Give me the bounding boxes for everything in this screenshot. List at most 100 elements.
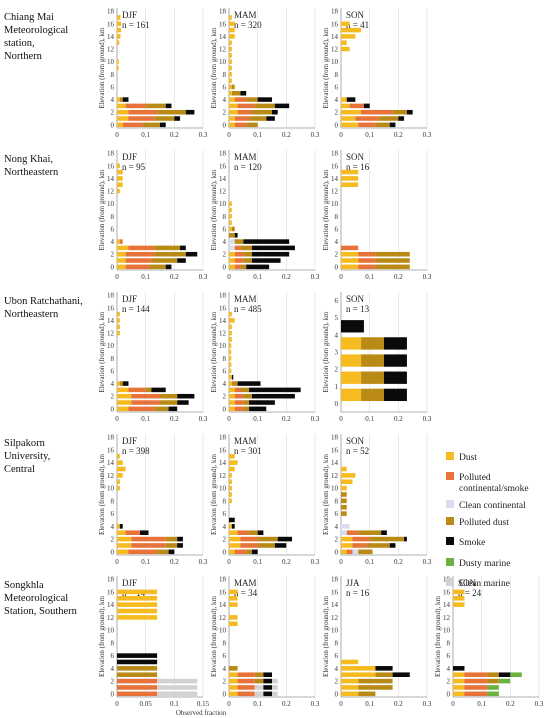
y-axis-title: Elevation (from ground), km [210, 454, 218, 535]
bar-segment-pcs [240, 536, 258, 542]
bar-segment-dust [341, 678, 359, 684]
y-tick-label: 12 [107, 330, 115, 338]
x-tick-label: 0 [451, 700, 455, 708]
bar-segment-dust [341, 109, 362, 115]
y-tick-label: 10 [107, 58, 115, 66]
x-tick-label: 0.2 [282, 558, 291, 566]
sample-count-label: n = 24 [458, 588, 482, 598]
y-tick-label: 10 [443, 627, 451, 635]
y-tick-label: 2 [223, 251, 227, 259]
bar-segment-pd [358, 678, 393, 684]
y-tick-label: 6 [223, 225, 227, 233]
y-tick-label: 4 [335, 238, 339, 246]
y-axis-title: Elevation (from ground), km [322, 169, 330, 250]
y-tick-label: 0 [111, 548, 115, 556]
y-tick-label: 3 [335, 349, 339, 357]
bar-segment-pcs [122, 122, 143, 128]
y-tick-label: 12 [107, 472, 115, 480]
bar-segment-dust [229, 621, 238, 627]
bar-segment-pd [361, 337, 384, 350]
bar-segment-pd [341, 498, 347, 504]
x-tick-label: 0 [227, 273, 231, 281]
bar-segment-pd [392, 109, 407, 115]
x-tick-label: 0.3 [199, 415, 208, 423]
y-tick-label: 10 [219, 485, 227, 493]
bar-segment-pcs [125, 258, 152, 263]
x-tick-label: 0.3 [311, 558, 320, 566]
bar-segment-smoke [185, 251, 198, 257]
bar-segment-dust [341, 536, 353, 542]
bar-segment-dust [229, 109, 238, 115]
y-tick-label: 0 [335, 121, 339, 129]
bar-segment-smoke [168, 406, 178, 412]
y-tick-label: 16 [331, 162, 339, 170]
bar-segment-pd [369, 536, 405, 542]
y-tick-label: 0 [335, 690, 339, 698]
bar-segment-dust [229, 27, 235, 33]
bar-segment-pcs [128, 116, 155, 121]
y-tick-label: 14 [331, 459, 339, 467]
bar-segment-dust [229, 116, 235, 121]
bar-segment-pcs [117, 685, 158, 690]
bar-segment-smoke [257, 530, 264, 536]
y-tick-label: 0 [223, 690, 227, 698]
station-row-4: Silpakorn University, Central 0 2 4 6 8 10 12 14 16… [4, 434, 432, 566]
x-tick-label: 0.1 [253, 131, 262, 139]
bar-segment-smoke [272, 109, 278, 115]
bar-segment-dust [117, 109, 129, 115]
bar-segment-dm [498, 678, 511, 684]
y-tick-label: 10 [219, 200, 227, 208]
bar-segment-pcs [358, 264, 376, 270]
sample-count-label: n = 120 [234, 162, 262, 172]
legend-swatch [446, 452, 454, 460]
bar-segment-pd [165, 536, 178, 542]
bar-segment-dust [453, 691, 465, 697]
x-tick-label: 0.2 [394, 415, 403, 423]
y-axis-title: Elevation (from ground), km [210, 169, 218, 250]
bar-segment-pd [254, 103, 275, 109]
y-tick-label: 14 [219, 317, 227, 325]
x-tick-label: 0.1 [365, 700, 374, 708]
bar-segment-pcs [128, 109, 158, 115]
bar-segment-dust [229, 381, 232, 386]
bar-segment-smoke [177, 393, 195, 399]
bar-segment-dust [117, 589, 158, 595]
bar-segment-smoke [251, 549, 258, 555]
bar-segment-pcs [117, 691, 158, 697]
bar-segment-smoke [277, 536, 293, 542]
bar-segment-pd [378, 116, 399, 121]
x-tick-label: 0 [339, 700, 343, 708]
bar-segment-pd [154, 116, 175, 121]
y-tick-label: 0 [335, 263, 339, 271]
y-tick-label: 16 [107, 20, 115, 28]
station-name-line: Chiang Mai [4, 12, 54, 23]
sample-count-label: n = 144 [122, 304, 150, 314]
bar-segment-dust [229, 103, 238, 109]
bar-segment-smoke [234, 232, 238, 238]
y-tick-label: 8 [223, 497, 227, 505]
y-tick-label: 4 [223, 238, 227, 246]
y-tick-label: 18 [331, 576, 339, 584]
bar-segment-pd [246, 97, 258, 102]
bar-segment-dust [229, 349, 232, 355]
bar-segment-pcs [128, 245, 155, 251]
bar-segment-pd [341, 511, 347, 516]
x-tick-label: 0.1 [141, 415, 150, 423]
bar-segment-cm [272, 678, 278, 684]
bar-segment-pd [154, 251, 186, 257]
sample-count-label: n = 52 [346, 446, 369, 456]
y-tick-label: 6 [335, 297, 339, 305]
bar-segment-dust [229, 97, 235, 102]
bar-segment-pcs [234, 387, 241, 393]
bar-segment-pd [160, 393, 178, 399]
bar-segment-smoke [398, 116, 405, 121]
bar-segment-dust [229, 374, 232, 380]
y-tick-label: 12 [331, 614, 339, 622]
y-tick-label: 16 [331, 446, 339, 454]
bar-segment-pd [119, 381, 123, 386]
y-tick-label: 2 [111, 678, 115, 686]
panel-djf: 0 2 4 6 8 10 12 14 16 18 0 0.1 0.2 0.3 Elevation (from… [98, 434, 208, 566]
bar-segment-dust [117, 188, 120, 194]
bar-segment-pd [231, 84, 235, 90]
bar-segment-smoke [389, 122, 396, 128]
